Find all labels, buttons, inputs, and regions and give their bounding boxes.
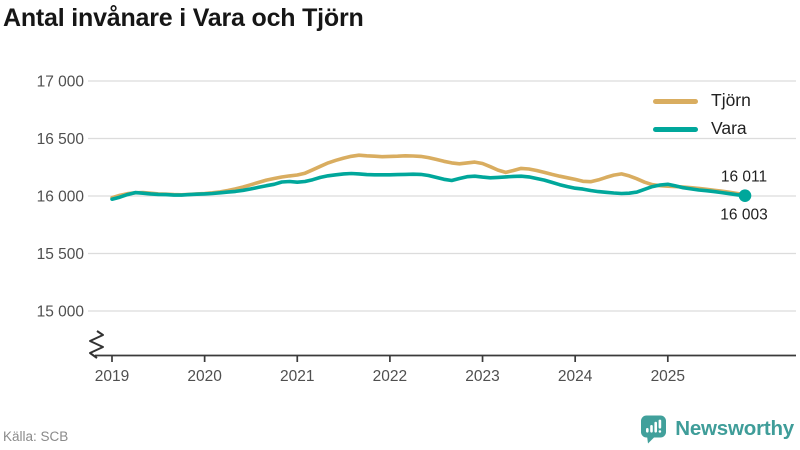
y-axis-label: 16 500 xyxy=(37,131,85,148)
legend-label: Vara xyxy=(711,118,747,139)
x-axis-label: 2024 xyxy=(558,368,593,385)
x-axis-label: 2023 xyxy=(465,368,499,385)
legend-item-tjorn: Tjörn xyxy=(653,87,751,115)
newsworthy-logo: Newsworthy xyxy=(639,414,794,444)
series-line-vara xyxy=(110,171,747,201)
chart-legend: Tjörn Vara xyxy=(653,87,751,143)
legend-swatch xyxy=(653,98,698,104)
y-axis-label: 15 000 xyxy=(37,304,85,321)
newsworthy-chart-bubble-icon xyxy=(641,415,667,444)
y-axis-label: 16 000 xyxy=(37,189,85,206)
x-axis-label: 2025 xyxy=(651,368,685,385)
legend-label: Tjörn xyxy=(711,90,751,111)
legend-swatch xyxy=(653,126,698,132)
x-axis-label: 2019 xyxy=(95,368,129,385)
source-note: Källa: SCB xyxy=(3,429,69,444)
chart-title: Antal invånare i Vara och Tjörn xyxy=(3,4,364,32)
x-axis-label: 2020 xyxy=(187,368,222,385)
end-dot xyxy=(738,189,752,202)
x-axis-label: 2022 xyxy=(373,368,407,385)
newsworthy-wordmark: Newsworthy xyxy=(675,417,794,440)
end-value-label: 16 003 xyxy=(720,207,767,224)
y-axis-label: 15 500 xyxy=(37,246,85,263)
axis-break-icon xyxy=(89,330,104,359)
y-axis-label: 17 000 xyxy=(37,74,85,91)
x-axis-label: 2021 xyxy=(280,368,314,385)
legend-item-vara: Vara xyxy=(653,115,751,143)
end-value-label: 16 011 xyxy=(721,169,767,186)
